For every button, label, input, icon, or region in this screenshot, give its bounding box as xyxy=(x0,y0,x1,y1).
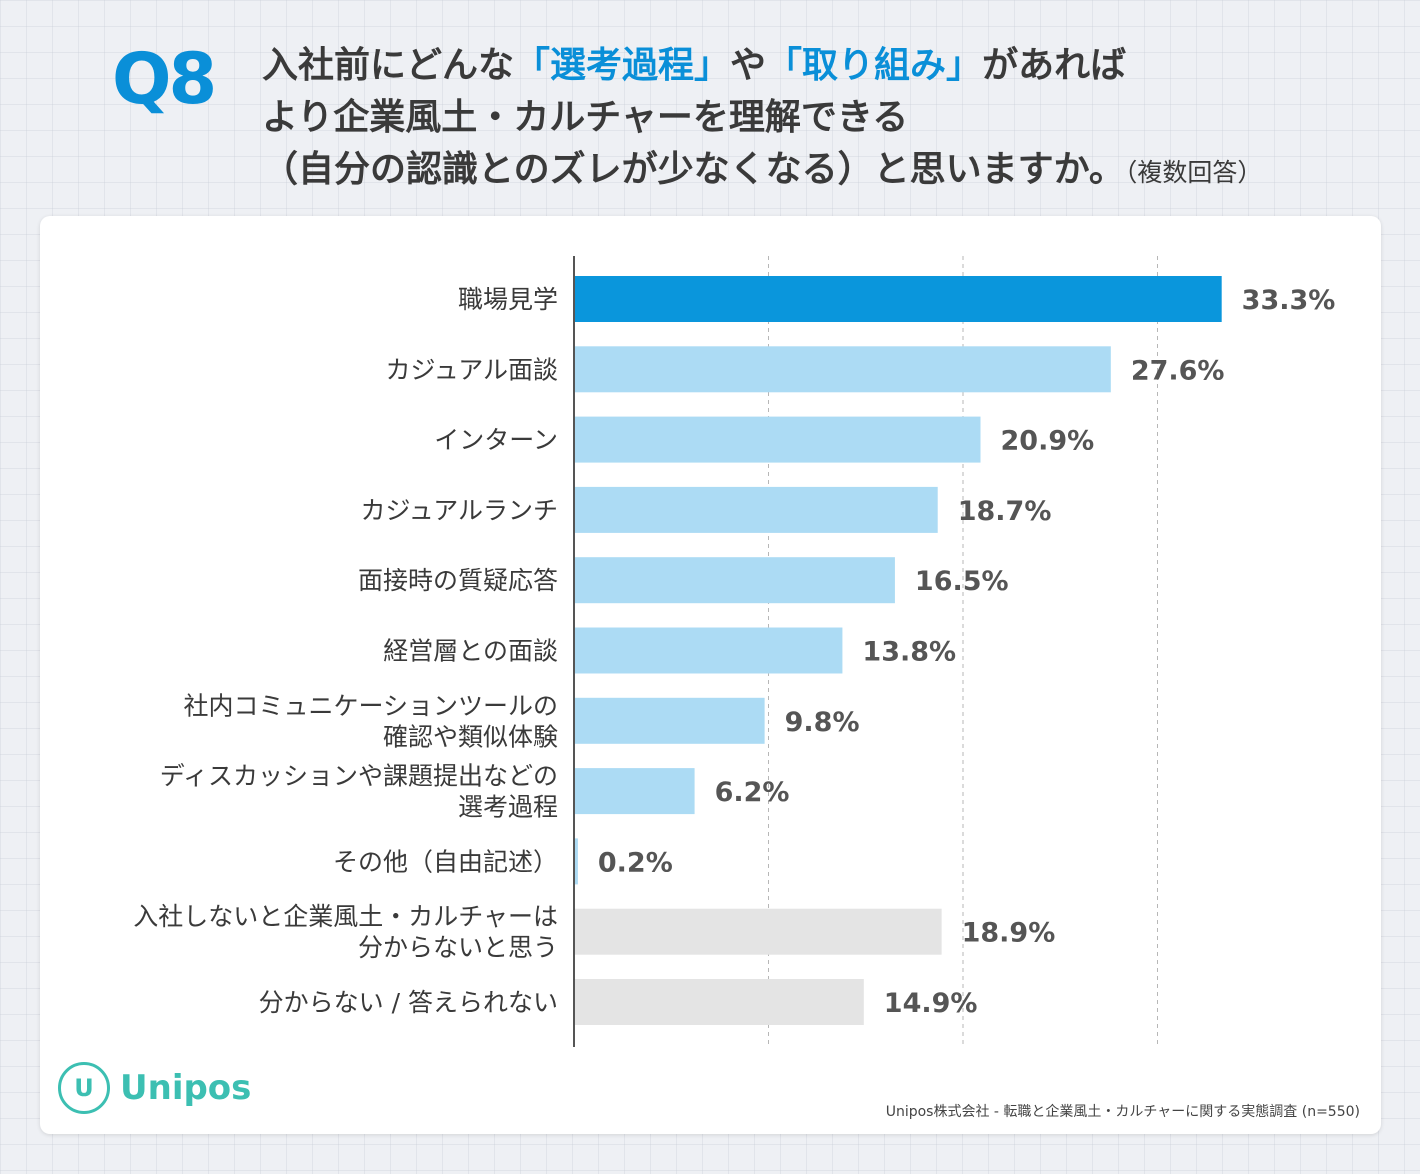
title-text: があれば xyxy=(982,45,1127,86)
bar xyxy=(574,697,765,744)
value-label: 0.2% xyxy=(598,847,673,878)
value-label: 16.5% xyxy=(915,566,1009,597)
bar xyxy=(574,838,578,885)
bar xyxy=(574,416,981,463)
bar xyxy=(574,486,938,533)
title-line-1: 入社前にどんな「選考過程」や「取り組み」があれば xyxy=(262,40,1262,92)
category-label: インターン xyxy=(434,426,558,455)
bar xyxy=(574,768,695,815)
value-label: 18.9% xyxy=(962,918,1056,949)
value-label: 33.3% xyxy=(1242,285,1336,316)
title-highlight-initiatives: 「取り組み」 xyxy=(766,45,983,86)
bar xyxy=(574,627,843,674)
title-text: や xyxy=(730,45,767,86)
bar xyxy=(574,908,942,955)
category-label: 面接時の質疑応答 xyxy=(358,566,558,595)
category-label: 社内コミュニケーションツールの xyxy=(183,691,558,720)
value-label: 20.9% xyxy=(1001,426,1095,457)
multiple-answer-note: （複数回答） xyxy=(1124,158,1263,187)
unipos-logo-text: Unipos xyxy=(120,1068,252,1108)
category-label: 確認や類似体験 xyxy=(383,722,558,751)
value-label: 14.9% xyxy=(884,988,978,1019)
chart-title: 入社前にどんな「選考過程」や「取り組み」があれば より企業風土・カルチャーを理解… xyxy=(262,40,1262,199)
category-label: 分からないと思う xyxy=(358,933,558,962)
bar xyxy=(574,276,1222,322)
category-label: 入社しないと企業風土・カルチャーは xyxy=(133,902,558,931)
value-label: 13.8% xyxy=(862,637,956,668)
category-label: その他（自由記述） xyxy=(333,847,558,876)
title-text: （自分の認識とのズレが少なくなる）と思いますか。 xyxy=(262,149,1125,190)
value-label: 6.2% xyxy=(715,777,790,808)
category-label: ディスカッションや課題提出などの xyxy=(160,762,558,791)
title-line-2: より企業風土・カルチャーを理解できる xyxy=(262,97,909,138)
bar xyxy=(574,346,1111,393)
category-label: 選考過程 xyxy=(458,793,558,822)
title-highlight-selection-process: 「選考過程」 xyxy=(514,45,731,86)
question-number-badge: Q8 xyxy=(112,38,217,120)
category-label: カジュアルランチ xyxy=(360,496,558,525)
bar xyxy=(574,979,864,1025)
category-label: カジュアル面談 xyxy=(385,355,558,384)
category-label: 職場見学 xyxy=(458,285,558,314)
category-label: 経営層との面談 xyxy=(383,637,558,666)
title-line-3: （自分の認識とのズレが少なくなる）と思いますか。（複数回答） xyxy=(262,144,1262,199)
value-label: 18.7% xyxy=(958,496,1052,527)
unipos-logo-icon: U xyxy=(58,1062,110,1114)
source-note: Unipos株式会社 - 転職と企業風土・カルチャーに関する実態調査 (n=55… xyxy=(885,1104,1360,1120)
title-text: 入社前にどんな xyxy=(262,45,515,86)
value-label: 9.8% xyxy=(785,707,860,738)
category-label: 分からない / 答えられない xyxy=(259,988,558,1017)
bar xyxy=(574,557,895,604)
unipos-logo: U Unipos xyxy=(58,1062,251,1114)
value-label: 27.6% xyxy=(1131,355,1225,386)
